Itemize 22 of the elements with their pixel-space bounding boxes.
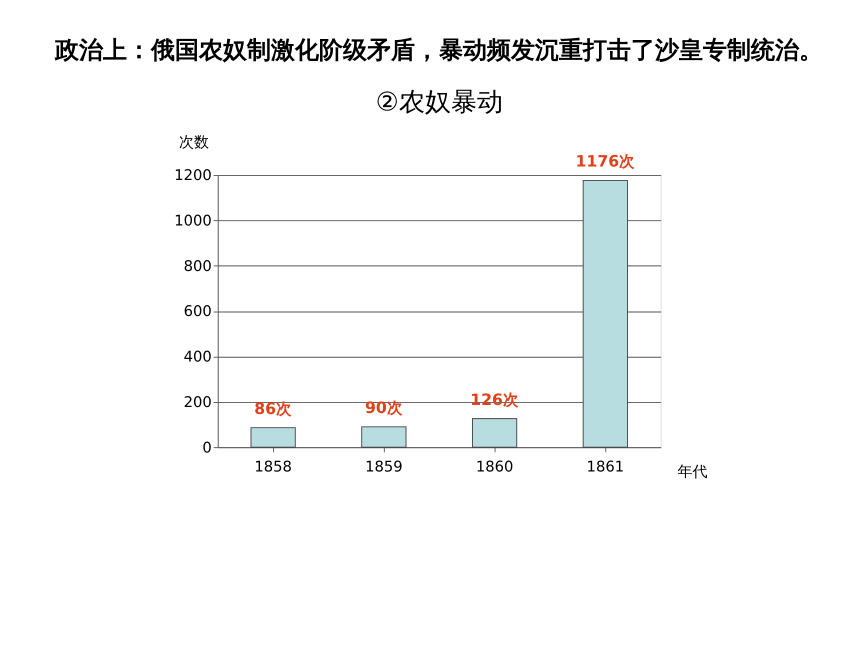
y-tick-label: 400 [184, 348, 212, 366]
data-label: 90次 [364, 398, 404, 417]
bar [250, 427, 296, 448]
x-tick-label: 1858 [254, 458, 292, 476]
y-tick-label: 1200 [174, 167, 212, 184]
chart-title: 政治上：俄国农奴制激化阶级矛盾，暴动频发沉重打击了沙皇专制统治。 [54, 36, 824, 64]
y-tick-label: 600 [184, 303, 212, 320]
bar [582, 180, 628, 448]
x-tick-label: 1861 [586, 458, 624, 476]
data-label: 86次 [254, 398, 294, 418]
chart-subtitle: ②农奴暴动 [376, 87, 503, 118]
bar [361, 426, 406, 448]
y-tick-label: 200 [184, 394, 212, 411]
x-axis-title: 年代 [677, 463, 708, 480]
y-tick-label: 0 [202, 439, 212, 456]
y-tick-label: 800 [184, 258, 212, 275]
x-tick-label: 1859 [365, 458, 403, 476]
data-label: 1176次 [576, 152, 636, 171]
bar [472, 418, 518, 448]
y-tick-label: 1000 [174, 212, 212, 230]
x-tick-label: 1860 [476, 458, 514, 476]
y-axis-title: 次数 [179, 134, 209, 151]
